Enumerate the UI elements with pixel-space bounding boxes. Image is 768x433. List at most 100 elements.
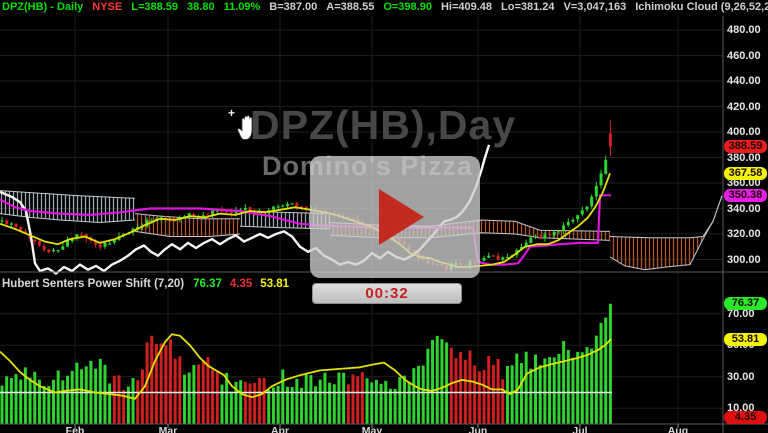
axis-value-badge: 76.37 xyxy=(724,297,767,311)
histogram-bar xyxy=(197,364,201,424)
candle xyxy=(534,236,538,238)
candle xyxy=(215,210,219,212)
histogram-bar xyxy=(454,358,458,424)
candle xyxy=(51,249,55,252)
histogram-bar xyxy=(108,383,112,424)
candle xyxy=(0,220,4,222)
indicator-values: 76.37 4.35 53.81 xyxy=(193,278,289,290)
histogram-bar xyxy=(608,303,612,424)
histogram-bar xyxy=(84,366,88,424)
quote-field: L=388.59 xyxy=(131,1,179,13)
histogram-bar xyxy=(168,339,172,424)
candle xyxy=(108,243,112,245)
histogram-bar xyxy=(342,372,346,424)
candle xyxy=(519,246,523,250)
candle xyxy=(538,237,542,239)
video-timestamp-bar: 00:32 xyxy=(312,283,462,304)
candle xyxy=(285,204,289,206)
candle xyxy=(482,257,486,261)
histogram-bar xyxy=(80,369,84,424)
indicator-value: 53.81 xyxy=(260,278,290,290)
senkou-b-line xyxy=(0,213,136,224)
candle xyxy=(580,210,584,215)
histogram-bar xyxy=(126,386,130,424)
candle xyxy=(543,234,547,239)
candle xyxy=(66,240,70,247)
axis-value-badge: 388.59 xyxy=(724,140,767,154)
histogram-bar xyxy=(370,382,374,424)
video-timestamp: 00:32 xyxy=(365,285,409,302)
candle xyxy=(37,240,41,246)
histogram-bar xyxy=(117,375,121,424)
histogram-bar xyxy=(154,343,158,424)
candle xyxy=(552,231,556,236)
histogram-bar xyxy=(262,377,266,424)
price-tick-label: 460.00 xyxy=(727,49,761,62)
histogram-bar xyxy=(19,379,23,424)
video-overlay[interactable] xyxy=(310,156,480,278)
histogram-bar xyxy=(328,382,332,424)
indicator-tick-label: 70.00 xyxy=(727,307,755,320)
axis-value-badge: 53.81 xyxy=(724,332,767,346)
histogram-bar xyxy=(187,372,191,424)
histogram-bar xyxy=(318,379,322,424)
histogram-bar xyxy=(417,365,421,424)
histogram-bar xyxy=(164,345,168,424)
histogram-bar xyxy=(295,378,299,424)
candle xyxy=(206,214,210,216)
histogram-bar xyxy=(360,372,364,424)
histogram-bar xyxy=(571,357,575,424)
quote-field: NYSE xyxy=(92,1,123,13)
histogram-bar xyxy=(585,347,589,424)
candle xyxy=(529,237,533,244)
candle xyxy=(585,206,589,210)
histogram-bar xyxy=(229,391,233,424)
histogram-bar xyxy=(445,342,449,424)
histogram-bar xyxy=(440,339,444,424)
candle xyxy=(47,249,51,253)
histogram-bar xyxy=(402,375,406,424)
price-tick-label: 380.00 xyxy=(727,151,761,164)
histogram-bar xyxy=(51,379,55,424)
histogram-bar xyxy=(337,372,341,424)
candle xyxy=(590,196,594,207)
histogram-bar xyxy=(239,380,243,424)
candle xyxy=(19,226,23,231)
quote-field: B=387.00 xyxy=(269,1,318,13)
histogram-bar xyxy=(449,347,453,424)
candle xyxy=(562,225,566,231)
candle xyxy=(145,219,149,227)
histogram-bar xyxy=(538,365,542,424)
candle xyxy=(548,234,552,236)
histogram-bar xyxy=(515,353,519,424)
histogram-bar xyxy=(314,386,318,424)
histogram-bar xyxy=(351,374,355,424)
histogram-bar xyxy=(332,384,336,424)
histogram-bar xyxy=(557,353,561,424)
play-button[interactable] xyxy=(378,189,424,245)
axis-value-badge: 350.38 xyxy=(724,188,767,202)
candle xyxy=(491,255,495,257)
candle xyxy=(271,206,275,210)
histogram-bar xyxy=(388,388,392,424)
candle xyxy=(187,213,191,217)
histogram-bar xyxy=(505,365,509,424)
histogram-bar xyxy=(47,385,51,424)
candle xyxy=(75,234,79,238)
candle xyxy=(56,250,60,252)
histogram-bar xyxy=(309,375,313,424)
histogram-bar xyxy=(468,350,472,424)
histogram-bar xyxy=(459,351,463,424)
histogram-bar xyxy=(234,381,238,424)
histogram-bar xyxy=(112,375,116,424)
senkou-b-line xyxy=(134,230,241,237)
histogram-bar xyxy=(435,335,439,424)
candle xyxy=(608,133,612,147)
month-label: Mar xyxy=(158,424,178,433)
histogram-bar xyxy=(150,335,154,424)
candle xyxy=(281,205,285,207)
candle xyxy=(276,206,280,208)
candle xyxy=(61,246,65,250)
month-label: Jun xyxy=(468,424,488,433)
